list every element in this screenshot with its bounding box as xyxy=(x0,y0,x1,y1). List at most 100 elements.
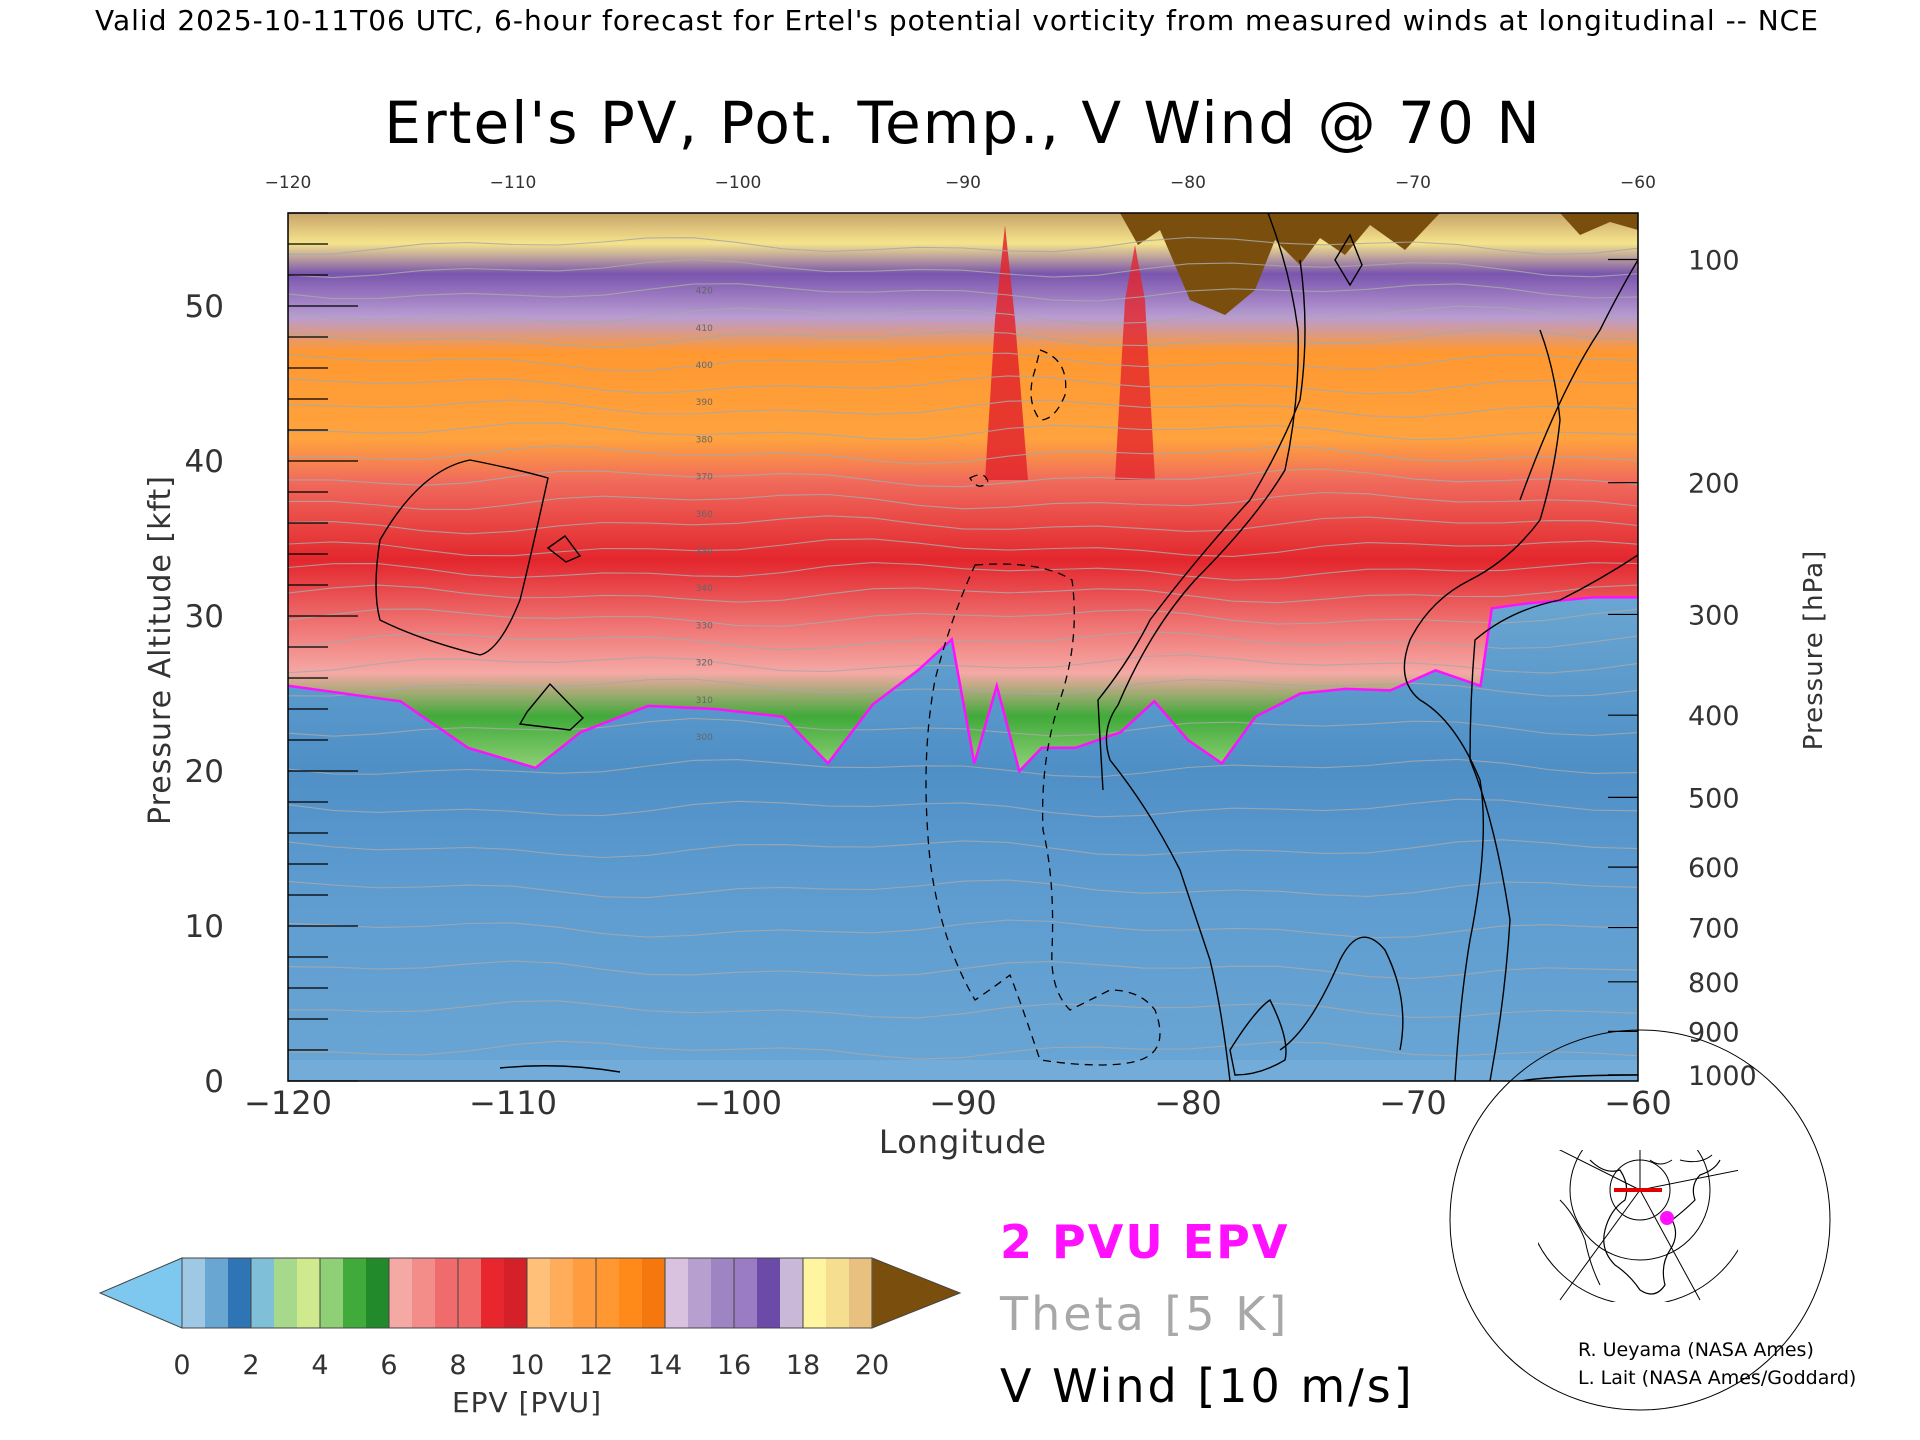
right-axis-title: Pressure [hPa] xyxy=(1799,550,1829,751)
colorbar-under-arrow xyxy=(98,1257,183,1329)
colorbar-bin xyxy=(573,1258,597,1328)
colorbar-bin xyxy=(458,1258,482,1328)
colorbar-bin xyxy=(803,1258,827,1328)
theta-contour-line xyxy=(288,329,1638,349)
colorbar-bin xyxy=(688,1258,712,1328)
v-wind-contour-0-small xyxy=(518,682,585,731)
credit-line-2: L. Lait (NASA Ames/Goddard) xyxy=(1578,1367,1856,1389)
pressure-tick-label: 400 xyxy=(1688,701,1740,732)
theta-contour-line xyxy=(288,468,1638,488)
theta-contour-line xyxy=(288,879,1638,899)
colorbar-tick-label: 16 xyxy=(717,1350,751,1381)
theta-label: 370 xyxy=(696,473,713,483)
colorbar-bin xyxy=(182,1258,206,1328)
legend-theta: Theta [5 K] xyxy=(999,1287,1289,1341)
y-tick-label: 0 xyxy=(204,1064,224,1100)
top-x-tick-label: −80 xyxy=(1170,173,1206,193)
pressure-tick-label: 300 xyxy=(1688,600,1740,631)
pressure-tick-label: 700 xyxy=(1688,914,1740,945)
theta-contour-line xyxy=(288,352,1638,372)
legend-vwind: V Wind [10 m/s] xyxy=(1000,1359,1415,1413)
locator-map xyxy=(1449,1029,1831,1411)
theta-contour-line xyxy=(288,839,1638,859)
red-streamer xyxy=(985,225,1028,480)
colorbar-label: EPV [PVU] xyxy=(452,1386,602,1419)
colorbar-bin xyxy=(343,1258,367,1328)
theta-label: 340 xyxy=(696,584,713,594)
colorbar-bin xyxy=(619,1258,643,1328)
theta-contour-line xyxy=(288,960,1638,980)
right-tick-marks xyxy=(1608,258,1638,1076)
theta-contour-line xyxy=(288,375,1638,395)
theta-contour-line xyxy=(288,798,1638,818)
surface-layer xyxy=(288,1060,1638,1081)
colorbar-bin xyxy=(849,1258,873,1328)
colorbar: 0 2 4 6 8 10 12 14 16 18 20 EPV [PVU] xyxy=(98,1257,962,1419)
colorbar-bin xyxy=(757,1258,781,1328)
v-wind-contours xyxy=(375,213,1638,1081)
v-wind-contour-minus10-upper xyxy=(1030,349,1067,421)
theta-label: 330 xyxy=(696,621,713,631)
theta-contour-line xyxy=(288,445,1638,465)
theta-label: 420 xyxy=(696,287,713,297)
pressure-tick-labels: 100 200 300 400 500 600 700 800 900 1000 xyxy=(1688,246,1757,1092)
x-tick-label: −110 xyxy=(469,1084,557,1122)
top-x-tick-label: −120 xyxy=(265,173,312,193)
colorbar-bin xyxy=(596,1258,620,1328)
theta-contour-line xyxy=(288,654,1638,674)
pressure-tick-label: 500 xyxy=(1688,783,1740,814)
y-axis-title: Pressure Altitude [kft] xyxy=(143,475,178,825)
y-tick-label: 20 xyxy=(185,754,224,790)
v-wind-contour-10-far-east xyxy=(1469,554,1638,1081)
v-wind-contour-surface xyxy=(499,1065,621,1073)
colorbar-bin xyxy=(251,1258,275,1328)
colorbar-tick-label: 6 xyxy=(380,1350,397,1381)
theta-label: 360 xyxy=(696,510,713,520)
colorbar-bins xyxy=(181,1258,873,1328)
colorbar-bin xyxy=(550,1258,574,1328)
legend-2pvu: 2 PVU EPV xyxy=(1000,1215,1289,1269)
x-tick-labels: −120 −110 −100 −90 −80 −70 −60 xyxy=(244,1084,1672,1122)
top-x-tick-label: −110 xyxy=(490,173,537,193)
theta-contour-line xyxy=(288,258,1638,279)
colorbar-bin xyxy=(642,1258,666,1328)
colorbar-bin xyxy=(504,1258,528,1328)
x-tick-label: −80 xyxy=(1154,1084,1222,1122)
colorbar-bin xyxy=(366,1258,390,1328)
v-wind-contour-0-east xyxy=(1097,259,1306,791)
y-tick-label: 30 xyxy=(185,599,224,635)
colorbar-bin xyxy=(412,1258,436,1328)
theta-contour-line xyxy=(288,584,1638,604)
y-tick-label: 50 xyxy=(185,289,224,325)
v-wind-contour-east-upper xyxy=(1519,259,1638,501)
pressure-tick-label: 900 xyxy=(1688,1017,1740,1048)
colorbar-tick-label: 10 xyxy=(510,1350,544,1381)
theta-contour-line xyxy=(288,283,1638,302)
theta-label: 310 xyxy=(696,696,713,706)
theta-contour-line xyxy=(288,717,1638,737)
colorbar-bin xyxy=(527,1258,551,1328)
colorbar-tick-label: 8 xyxy=(449,1350,466,1381)
v-wind-contour-small-top xyxy=(1334,233,1363,287)
x-tick-label: −70 xyxy=(1379,1084,1447,1122)
colorbar-bin xyxy=(320,1258,344,1328)
colorbar-tick-label: 18 xyxy=(786,1350,820,1381)
theta-label: 320 xyxy=(696,659,713,669)
troposphere-field xyxy=(288,597,1638,1081)
top-x-tick-labels: −120 −110 −100 −90 −80 −70 −60 xyxy=(265,173,1656,193)
credit-line-1: R. Ueyama (NASA Ames) xyxy=(1578,1339,1814,1361)
colorbar-over-arrow xyxy=(871,1257,962,1329)
colorbar-bin xyxy=(734,1258,758,1328)
theta-contour-line xyxy=(288,236,1638,256)
colorbar-tick-label: 20 xyxy=(855,1350,889,1381)
theta-contour-line xyxy=(288,399,1638,418)
v-wind-contour-10-loop xyxy=(1229,998,1287,1076)
colorbar-tick-label: 4 xyxy=(311,1350,328,1381)
x-axis-title: Longitude xyxy=(879,1123,1047,1161)
y-tick-labels: 0 10 20 30 40 50 xyxy=(185,289,224,1100)
theta-label: 350 xyxy=(696,547,713,557)
colorbar-bin xyxy=(389,1258,413,1328)
locator-map-globe xyxy=(1449,1029,1831,1411)
colorbar-bin xyxy=(297,1258,321,1328)
